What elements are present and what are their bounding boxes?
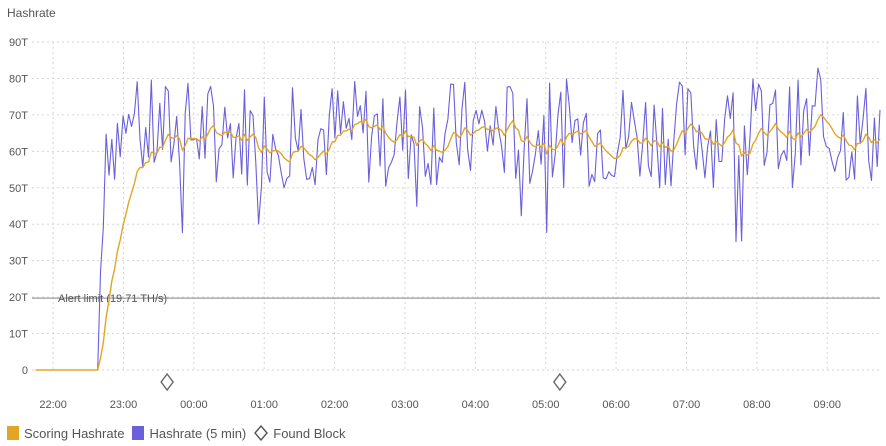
y-tick-label: 20T <box>9 292 28 304</box>
x-tick-label: 04:00 <box>462 399 490 411</box>
x-tick-label: 03:00 <box>391 399 419 411</box>
y-tick-label: 90T <box>9 37 28 49</box>
x-tick-label: 02:00 <box>321 399 349 411</box>
series-line-scoring-hashrate <box>35 113 881 371</box>
y-tick-label: 60T <box>9 146 28 158</box>
alert-limit-label: Alert limit (19.71 TH/s) <box>58 293 167 305</box>
x-tick-label: 05:00 <box>532 399 560 411</box>
y-tick-label: 50T <box>9 183 28 195</box>
legend-label-found-block: Found Block <box>273 425 346 441</box>
legend-item-hashrate[interactable]: Hashrate (5 min) <box>132 426 246 441</box>
diamond-icon <box>254 425 269 441</box>
x-tick-label: 23:00 <box>110 399 138 411</box>
x-tick-label: 08:00 <box>743 399 771 411</box>
y-tick-label: 80T <box>9 73 28 85</box>
chart-title: Hashrate <box>7 6 56 20</box>
series-line-hashrate-5-min- <box>35 67 881 371</box>
found-block-markers <box>160 372 567 392</box>
series-layer <box>35 67 881 371</box>
y-tick-label: 30T <box>9 256 28 268</box>
x-tick-label: 06:00 <box>602 399 630 411</box>
grid-layer <box>32 41 880 371</box>
y-tick-label: 0 <box>22 365 28 377</box>
legend-item-found-block[interactable]: Found Block <box>254 425 346 441</box>
x-tick-labels: 22:00 23:00 00:00 01:00 02:00 03:00 04:00 05:00… <box>39 399 841 411</box>
found-block-marker <box>552 372 567 392</box>
legend-label-hashrate: Hashrate (5 min) <box>149 425 247 441</box>
y-tick-label: 40T <box>9 219 28 231</box>
alert-limit-layer: Alert limit (19.71 TH/s) <box>32 293 880 305</box>
x-tick-label: 07:00 <box>673 399 701 411</box>
hashrate-chart: Alert limit (19.71 TH/s) 0 10T 20T 30T 40T 50… <box>9 37 881 411</box>
hashrate-swatch <box>132 426 145 440</box>
x-tick-label: 09:00 <box>813 399 841 411</box>
y-tick-label: 10T <box>9 329 28 341</box>
y-tick-labels: 0 10T 20T 30T 40T 50T 60T 70T 80T 90T <box>9 37 28 377</box>
scoring-swatch <box>7 426 19 440</box>
x-tick-label: 22:00 <box>39 399 67 411</box>
x-tick-label: 01:00 <box>250 399 278 411</box>
found-block-marker <box>160 372 174 392</box>
legend-label-scoring: Scoring Hashrate <box>24 425 125 441</box>
y-tick-label: 70T <box>9 110 28 122</box>
chart-legend: Scoring Hashrate Hashrate (5 min) Found … <box>7 424 354 442</box>
legend-item-scoring[interactable]: Scoring Hashrate <box>7 426 124 441</box>
x-tick-label: 00:00 <box>180 399 208 411</box>
